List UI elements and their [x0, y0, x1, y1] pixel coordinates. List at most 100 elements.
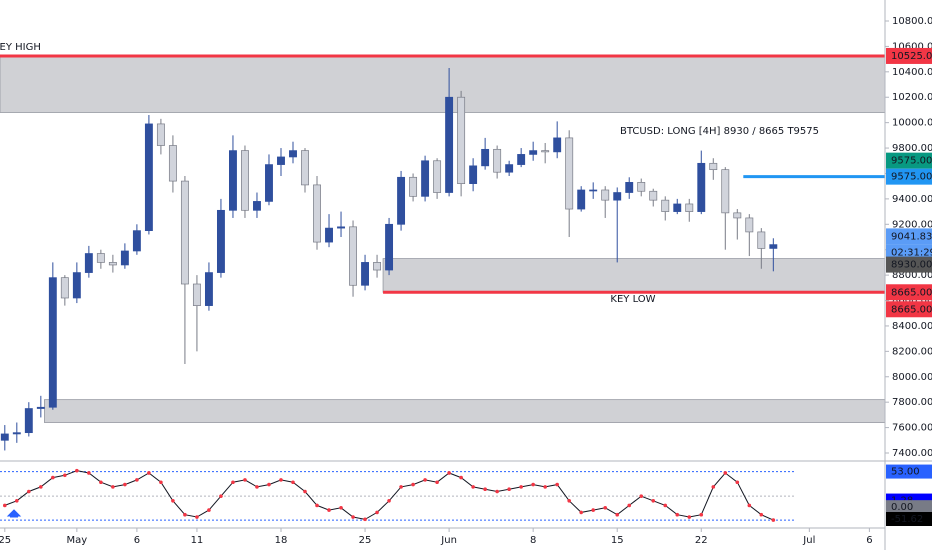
oscillator-dot: [411, 482, 415, 487]
candle-body: [349, 226, 357, 286]
y-tick-label: 9800.00: [892, 143, 932, 154]
oscillator-dot: [759, 512, 764, 517]
oscillator-dot: [663, 503, 668, 508]
oscillator-dot: [735, 480, 740, 485]
candle-body: [24, 408, 33, 434]
price-label: 9041.83: [891, 231, 932, 242]
oscillator-dot: [387, 499, 391, 503]
x-tick-label: 11: [191, 535, 204, 546]
oscillator-dot: [711, 485, 716, 489]
candle-body: [120, 250, 129, 266]
oscillator-dot: [327, 508, 331, 512]
x-tick-label: 6: [134, 535, 140, 546]
candle-body: [60, 277, 69, 299]
y-tick-label: 10600.00: [892, 41, 932, 52]
candle-body: [637, 182, 646, 192]
y-tick-label: 8800.00: [892, 270, 932, 281]
candle-body: [481, 148, 490, 167]
candle-body: [409, 176, 418, 197]
y-tick-label: 8200.00: [892, 346, 932, 357]
price-label-box: [886, 301, 932, 318]
oscillator-dot: [375, 510, 379, 515]
oscillator-dot: [699, 512, 704, 517]
candle-body: [577, 189, 586, 210]
oscillator-dot: [183, 512, 187, 517]
x-tick-label: 22: [695, 535, 708, 546]
x-tick-label: 8: [530, 535, 536, 546]
oscillator-dot: [27, 489, 31, 494]
candle-body: [565, 137, 574, 210]
oscillator-dot: [159, 480, 163, 485]
annotation: KEY LOW: [610, 294, 655, 305]
candle-body: [709, 162, 718, 171]
candle-body: [769, 244, 778, 249]
x-tick-label: May: [67, 535, 88, 546]
oscillator-dot: [99, 480, 103, 485]
candle-body: [12, 432, 21, 435]
oscillator-dot: [3, 503, 7, 508]
oscillator-dot: [531, 482, 535, 487]
candle-body: [433, 160, 442, 193]
candle-body: [0, 433, 9, 441]
x-tick-label: 15: [611, 535, 624, 546]
oscillator-dot: [195, 515, 199, 519]
axes: 7400.00 7600.00 7800.00 8000.00 8200.00 8400.…: [0, 16, 932, 546]
candle-body: [469, 165, 478, 184]
candle-body: [313, 184, 321, 243]
price-pane: KEY HIGH KEY LOW BTCUSD: LONG [4H] 8930 / …: [0, 42, 885, 451]
oscillator-dot: [267, 482, 271, 487]
oscillator-dot: [447, 471, 451, 475]
oscillator-dot: [771, 518, 776, 522]
candle-body: [180, 180, 189, 285]
candle-body: [673, 203, 682, 212]
y-tick-label: 9400.00: [892, 194, 932, 205]
price-label-box: [886, 152, 932, 169]
oscillator-dot: [435, 480, 439, 485]
oscillator-dot: [147, 471, 151, 475]
y-tick-label: 10400.00: [892, 67, 932, 78]
oscillator-label-box: [886, 500, 932, 515]
oscillator-dot: [339, 505, 343, 510]
oscillator-dot: [51, 475, 55, 480]
candle-body: [241, 150, 249, 211]
oscillator-dot: [303, 489, 307, 494]
candle-body: [697, 162, 706, 212]
oscillator-dot: [567, 499, 571, 503]
price-label: 9575.00: [891, 172, 932, 183]
oscillator-dot: [603, 505, 608, 510]
countdown-box: [886, 244, 932, 261]
candle-body: [385, 223, 394, 271]
oscillator-dot: [519, 485, 523, 489]
oscillator-label-box: [886, 464, 932, 479]
oscillator-dot: [87, 471, 91, 475]
y-tick-label: 8600.00: [892, 296, 932, 307]
y-tick-label: 10800.00: [892, 16, 932, 27]
price-label: 10525.00: [891, 51, 932, 62]
oscillator-dot: [111, 485, 115, 489]
y-tick-label: 7800.00: [892, 397, 932, 408]
oscillator-dot: [63, 473, 67, 478]
candle-body: [204, 272, 213, 306]
oscillator-dot: [39, 485, 43, 489]
oscillator-dot: [579, 510, 583, 515]
oscillator-label: 53.00: [891, 467, 920, 478]
oscillator-dot: [507, 487, 511, 492]
candle-body: [517, 154, 526, 165]
oscillator-dot: [555, 482, 559, 487]
oscillator-pane: [0, 468, 795, 522]
y-tick-label: 8000.00: [892, 372, 932, 383]
oscillator-label: -51.62: [891, 514, 923, 525]
oscillator-dot: [639, 494, 644, 498]
y-tick-label: 9200.00: [892, 219, 932, 230]
x-tick-label: 25: [0, 535, 11, 546]
candle-body: [36, 406, 45, 409]
candle-body: [156, 123, 165, 146]
oscillator-dot: [687, 515, 692, 519]
candle-body: [445, 96, 454, 193]
candle-body: [721, 169, 730, 214]
candle-body: [361, 262, 369, 286]
candle-body: [277, 156, 285, 165]
candle-body: [96, 253, 105, 263]
price-label: 9575.00: [891, 156, 932, 167]
candle-body: [48, 277, 57, 408]
